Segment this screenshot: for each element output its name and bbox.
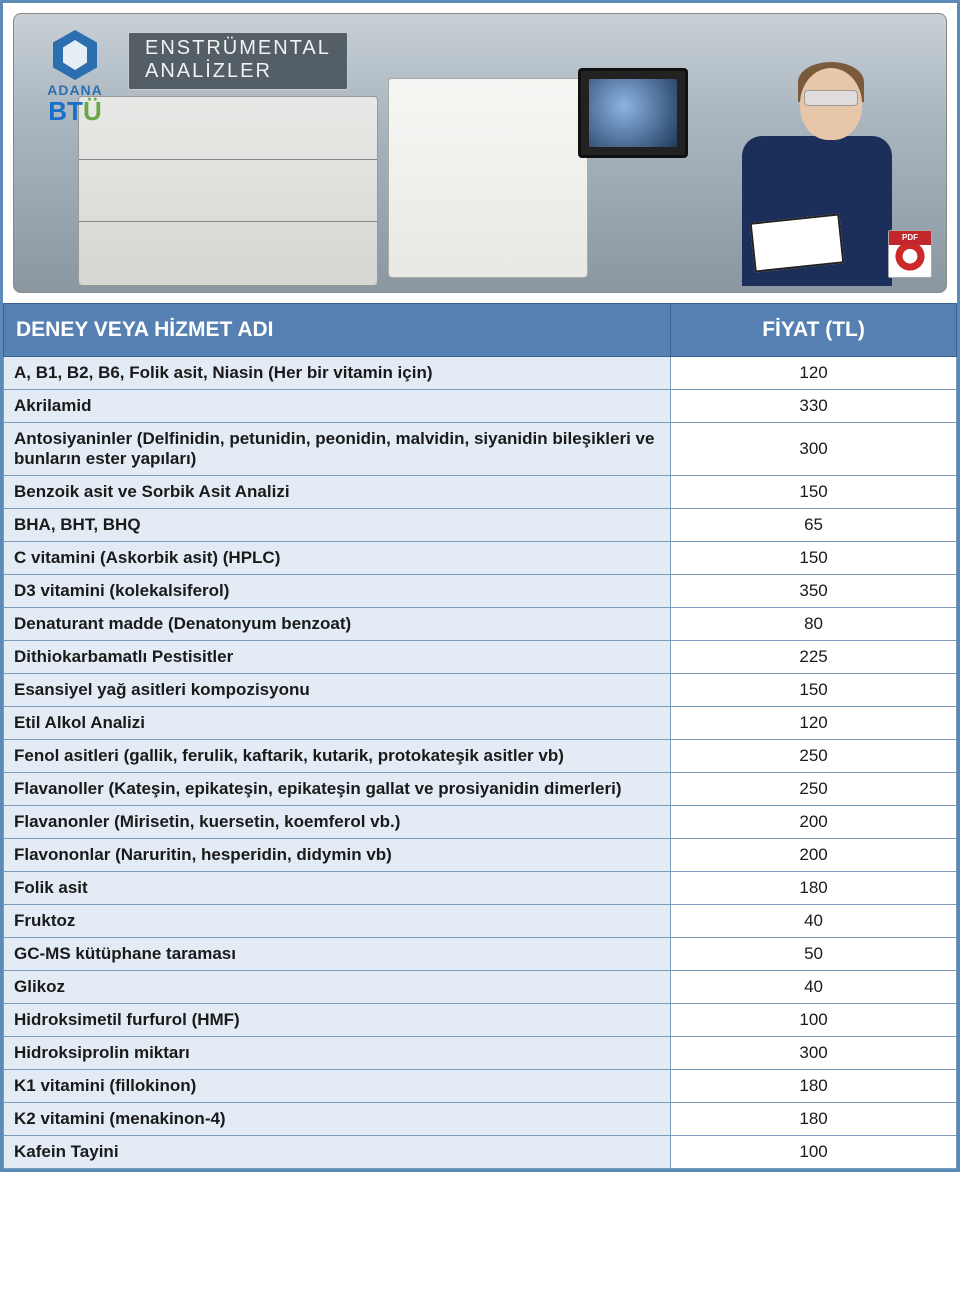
cell-name: K1 vitamini (fillokinon) <box>4 1070 671 1103</box>
cell-name: GC-MS kütüphane taraması <box>4 938 671 971</box>
cell-price: 180 <box>671 1070 957 1103</box>
table-row: Fenol asitleri (gallik, ferulik, kaftari… <box>4 740 957 773</box>
logo-hex-icon <box>53 30 97 80</box>
table-row: BHA, BHT, BHQ65 <box>4 509 957 542</box>
banner-title: ENSTRÜMENTAL ANALİZLER <box>128 32 348 90</box>
cell-name: D3 vitamini (kolekalsiferol) <box>4 575 671 608</box>
cell-name: Flavanonler (Mirisetin, kuersetin, koemf… <box>4 806 671 839</box>
cell-price: 150 <box>671 674 957 707</box>
cell-name: Antosiyaninler (Delfinidin, petunidin, p… <box>4 423 671 476</box>
banner-title-line1: ENSTRÜMENTAL <box>145 37 331 60</box>
table-row: C vitamini (Askorbik asit) (HPLC)150 <box>4 542 957 575</box>
table-row: Folik asit180 <box>4 872 957 905</box>
cell-price: 250 <box>671 740 957 773</box>
lab-monitor-graphic <box>578 68 688 158</box>
cell-price: 80 <box>671 608 957 641</box>
pdf-icon[interactable] <box>888 230 932 278</box>
cell-name: Esansiyel yağ asitleri kompozisyonu <box>4 674 671 707</box>
table-row: Flavononlar (Naruritin, hesperidin, didy… <box>4 839 957 872</box>
cell-price: 150 <box>671 542 957 575</box>
table-row: Etil Alkol Analizi120 <box>4 707 957 740</box>
cell-price: 65 <box>671 509 957 542</box>
table-row: Benzoik asit ve Sorbik Asit Analizi150 <box>4 476 957 509</box>
table-body: A, B1, B2, B6, Folik asit, Niasin (Her b… <box>4 357 957 1169</box>
cell-price: 50 <box>671 938 957 971</box>
table-row: Hidroksimetil furfurol (HMF)100 <box>4 1004 957 1037</box>
cell-name: Glikoz <box>4 971 671 1004</box>
cell-name: Flavononlar (Naruritin, hesperidin, didy… <box>4 839 671 872</box>
cell-price: 120 <box>671 357 957 390</box>
banner-inner: ADANA BTÜ ENSTRÜMENTAL ANALİZLER <box>18 18 942 288</box>
cell-name: Denaturant madde (Denatonyum benzoat) <box>4 608 671 641</box>
banner: ADANA BTÜ ENSTRÜMENTAL ANALİZLER <box>13 13 947 293</box>
lab-instrument-graphic <box>78 96 378 286</box>
logo-text-main: BTÜ <box>30 98 120 124</box>
cell-name: Akrilamid <box>4 390 671 423</box>
cell-name: Benzoik asit ve Sorbik Asit Analizi <box>4 476 671 509</box>
cell-name: K2 vitamini (menakinon-4) <box>4 1103 671 1136</box>
table-row: Antosiyaninler (Delfinidin, petunidin, p… <box>4 423 957 476</box>
cell-price: 100 <box>671 1136 957 1169</box>
header-name: DENEY VEYA HİZMET ADI <box>4 304 671 357</box>
table-row: Dithiokarbamatlı Pestisitler225 <box>4 641 957 674</box>
cell-price: 150 <box>671 476 957 509</box>
scientist-graphic <box>722 58 912 288</box>
table-row: A, B1, B2, B6, Folik asit, Niasin (Her b… <box>4 357 957 390</box>
lab-instrument-graphic-2 <box>388 78 588 278</box>
cell-name: Hidroksimetil furfurol (HMF) <box>4 1004 671 1037</box>
banner-wrap: ADANA BTÜ ENSTRÜMENTAL ANALİZLER <box>3 3 957 303</box>
cell-name: Kafein Tayini <box>4 1136 671 1169</box>
cell-price: 300 <box>671 1037 957 1070</box>
cell-price: 180 <box>671 872 957 905</box>
header-price: FİYAT (TL) <box>671 304 957 357</box>
table-row: Hidroksiprolin miktarı300 <box>4 1037 957 1070</box>
cell-name: Etil Alkol Analizi <box>4 707 671 740</box>
cell-name: C vitamini (Askorbik asit) (HPLC) <box>4 542 671 575</box>
cell-price: 300 <box>671 423 957 476</box>
table-row: D3 vitamini (kolekalsiferol)350 <box>4 575 957 608</box>
table-row: Glikoz40 <box>4 971 957 1004</box>
cell-name: A, B1, B2, B6, Folik asit, Niasin (Her b… <box>4 357 671 390</box>
cell-price: 250 <box>671 773 957 806</box>
table-row: Kafein Tayini100 <box>4 1136 957 1169</box>
cell-name: Folik asit <box>4 872 671 905</box>
cell-price: 330 <box>671 390 957 423</box>
table-row: Akrilamid330 <box>4 390 957 423</box>
cell-name: BHA, BHT, BHQ <box>4 509 671 542</box>
cell-price: 180 <box>671 1103 957 1136</box>
price-table: DENEY VEYA HİZMET ADI FİYAT (TL) A, B1, … <box>3 303 957 1169</box>
cell-name: Dithiokarbamatlı Pestisitler <box>4 641 671 674</box>
cell-name: Fenol asitleri (gallik, ferulik, kaftari… <box>4 740 671 773</box>
table-row: K1 vitamini (fillokinon)180 <box>4 1070 957 1103</box>
cell-price: 225 <box>671 641 957 674</box>
table-row: GC-MS kütüphane taraması50 <box>4 938 957 971</box>
cell-price: 100 <box>671 1004 957 1037</box>
table-row: Denaturant madde (Denatonyum benzoat)80 <box>4 608 957 641</box>
cell-name: Flavanoller (Kateşin, epikateşin, epikat… <box>4 773 671 806</box>
cell-price: 40 <box>671 905 957 938</box>
page-container: ADANA BTÜ ENSTRÜMENTAL ANALİZLER DENEY V… <box>0 0 960 1172</box>
cell-name: Hidroksiprolin miktarı <box>4 1037 671 1070</box>
banner-title-line2: ANALİZLER <box>145 60 331 83</box>
cell-price: 350 <box>671 575 957 608</box>
table-header-row: DENEY VEYA HİZMET ADI FİYAT (TL) <box>4 304 957 357</box>
table-row: Flavanonler (Mirisetin, kuersetin, koemf… <box>4 806 957 839</box>
table-row: Fruktoz40 <box>4 905 957 938</box>
cell-price: 200 <box>671 806 957 839</box>
table-row: K2 vitamini (menakinon-4)180 <box>4 1103 957 1136</box>
cell-name: Fruktoz <box>4 905 671 938</box>
cell-price: 200 <box>671 839 957 872</box>
logo: ADANA BTÜ <box>30 30 120 124</box>
cell-price: 120 <box>671 707 957 740</box>
table-row: Flavanoller (Kateşin, epikateşin, epikat… <box>4 773 957 806</box>
cell-price: 40 <box>671 971 957 1004</box>
table-row: Esansiyel yağ asitleri kompozisyonu150 <box>4 674 957 707</box>
